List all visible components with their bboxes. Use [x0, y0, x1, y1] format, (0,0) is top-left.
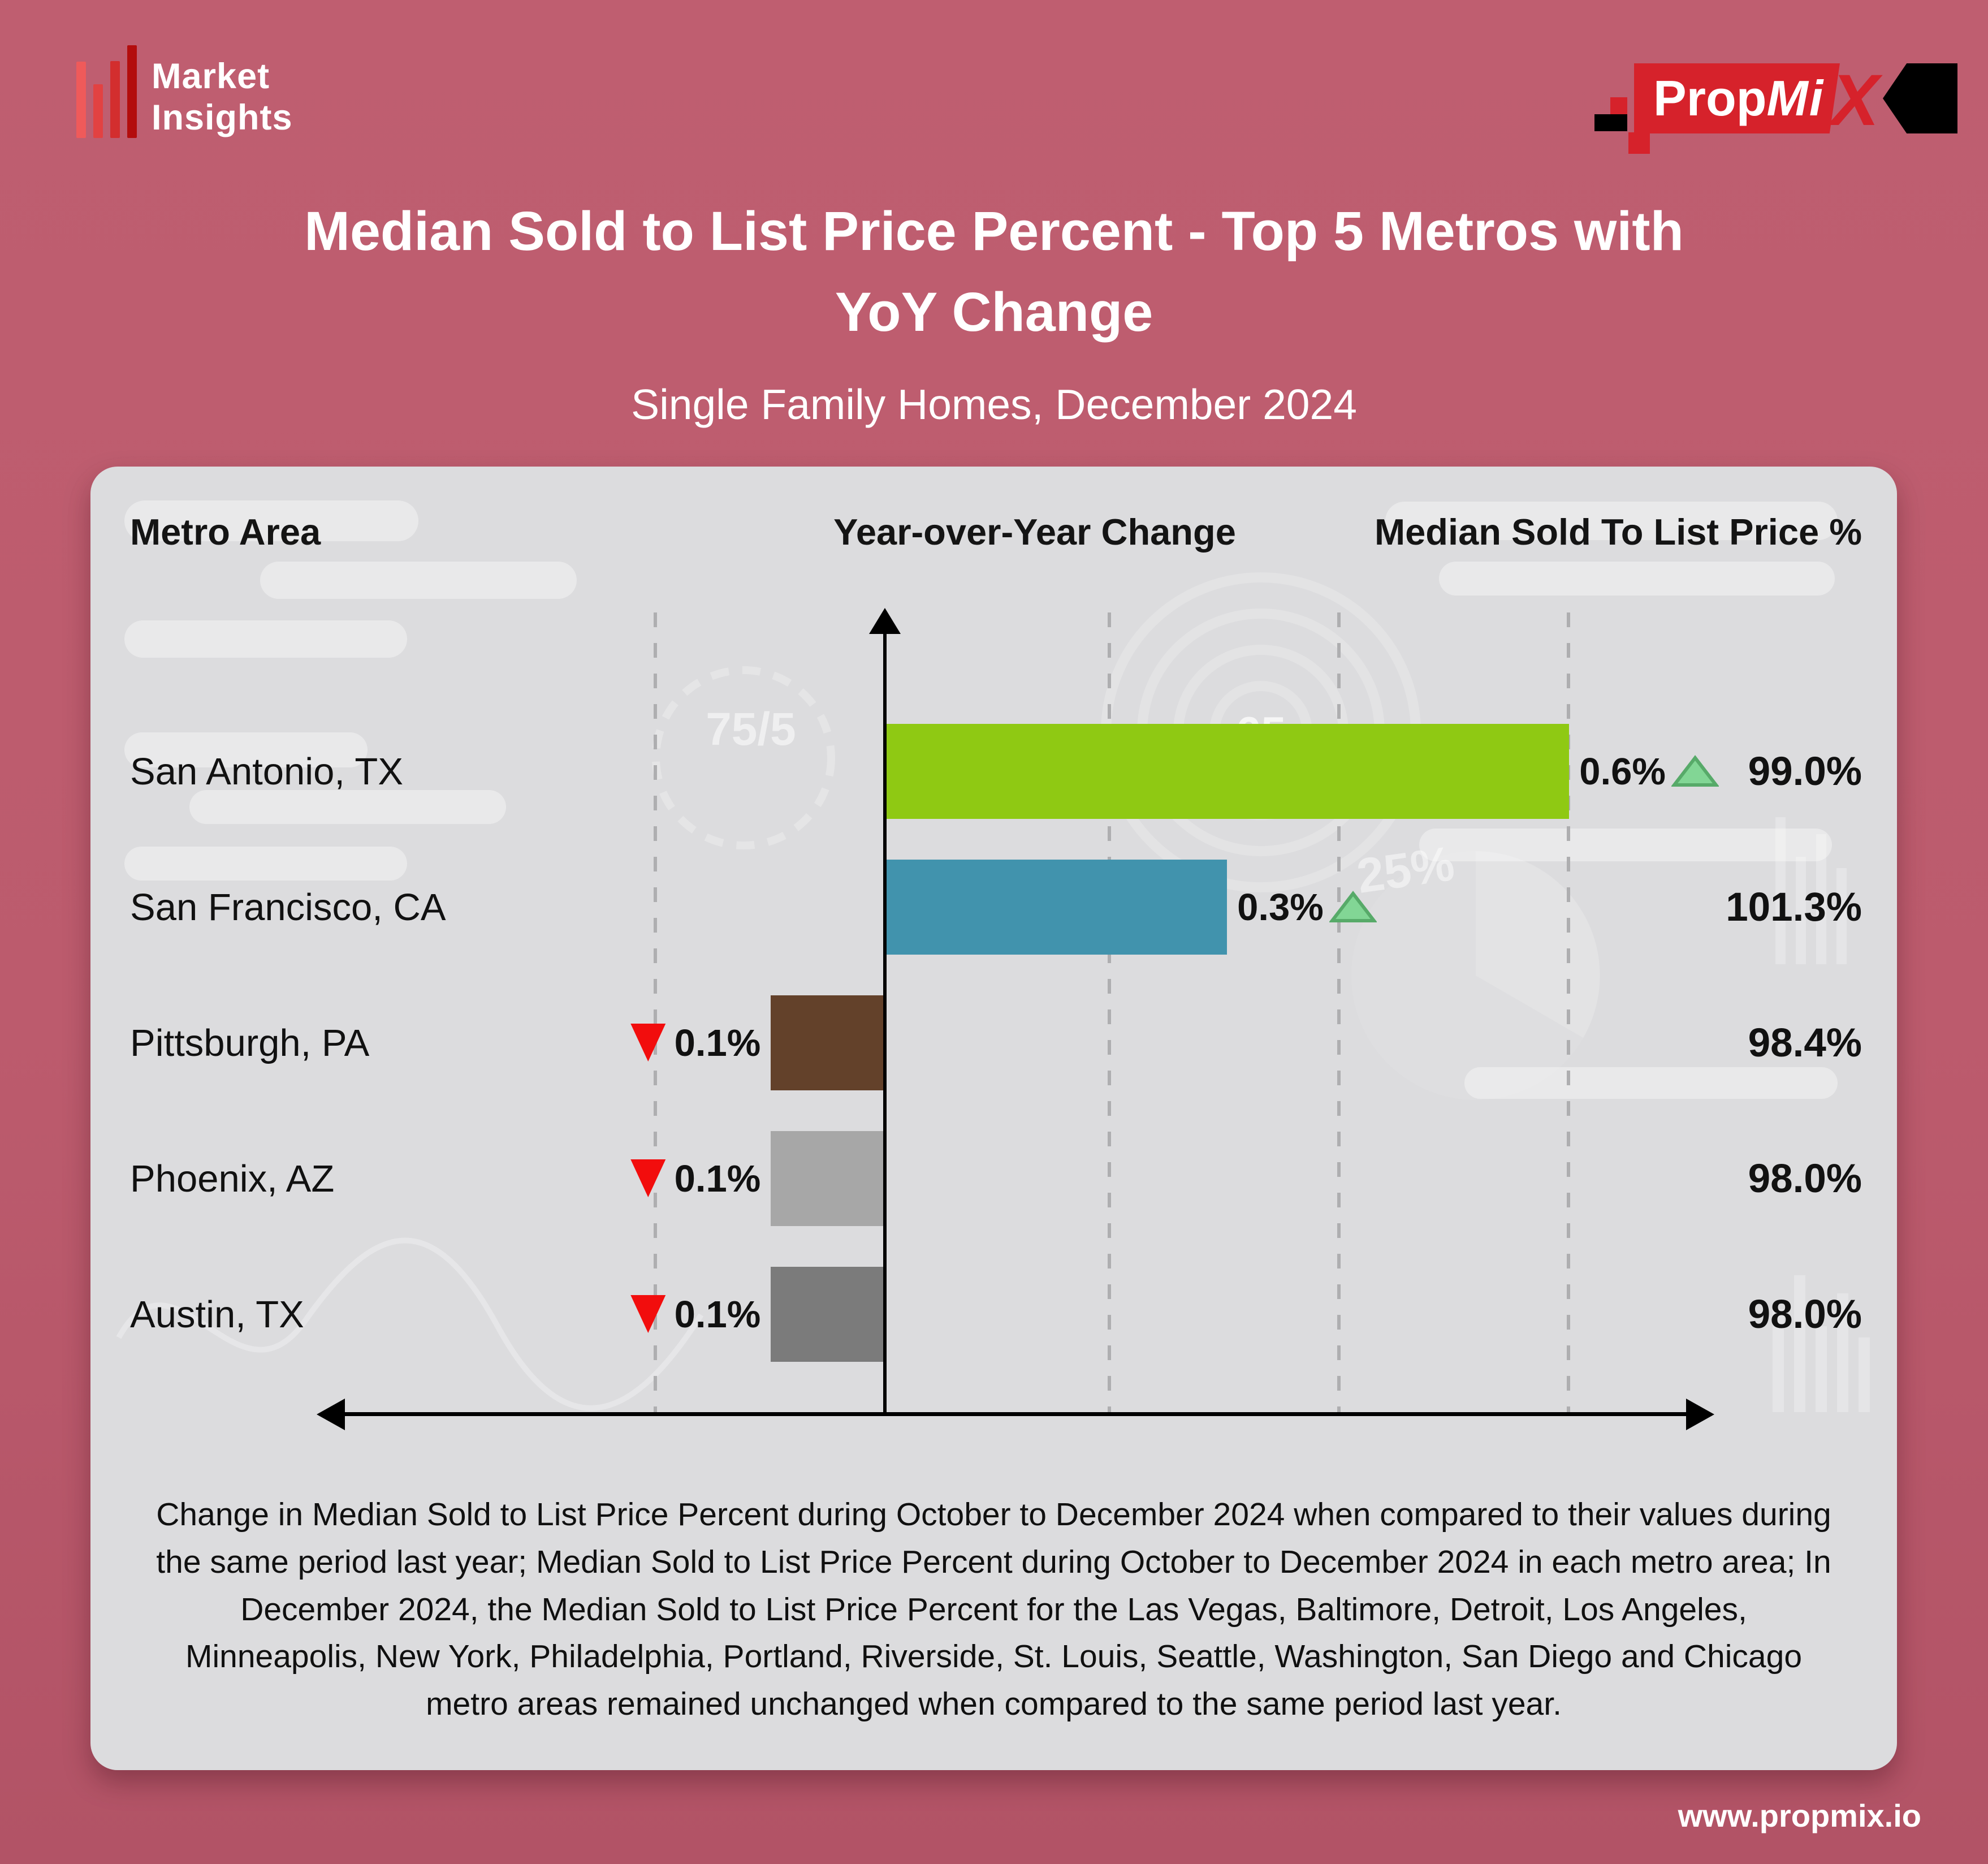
yoy-change-label: 0.6% [1579, 724, 1719, 819]
column-header-price: Median Sold To List Price % [1375, 511, 1862, 553]
yoy-bar [771, 1267, 885, 1362]
yoy-change-label: 0.1% [628, 995, 761, 1090]
yoy-down-icon [630, 1024, 666, 1062]
metro-label: Austin, TX [130, 1293, 304, 1336]
metro-label: Pittsburgh, PA [130, 1021, 370, 1064]
bar-chart-logo-icon [76, 44, 137, 138]
metro-label: San Antonio, TX [130, 750, 404, 793]
metro-label: Phoenix, AZ [130, 1157, 335, 1200]
yoy-down-icon [630, 1295, 666, 1333]
price-percent-value: 101.3% [1726, 884, 1862, 930]
propmix-logo: Prop Mi X [1589, 57, 1962, 158]
propmix-mi-text: Mi [1766, 70, 1825, 126]
price-percent-value: 99.0% [1748, 749, 1862, 794]
yoy-change-value: 0.3% [1237, 886, 1324, 929]
yoy-up-icon [1329, 891, 1377, 922]
price-percent-value: 98.0% [1748, 1156, 1862, 1201]
yoy-up-icon [1671, 755, 1719, 787]
gridline [654, 612, 657, 1412]
propmix-black-square-icon [1594, 114, 1627, 131]
gridline [1337, 612, 1341, 1412]
column-header-yoy: Year-over-Year Change [833, 511, 1236, 553]
market-insights-logo: Market Insights [76, 44, 293, 138]
yoy-bar [885, 724, 1570, 819]
propmix-red-square2-icon [1628, 132, 1650, 154]
yoy-bar [885, 860, 1228, 955]
propmix-red-square-icon [1610, 97, 1627, 114]
yoy-bar [771, 1131, 885, 1226]
page-subtitle: Single Family Homes, December 2024 [631, 381, 1357, 428]
x-axis-right-arrow-icon [1686, 1399, 1714, 1430]
x-axis-left-arrow-icon [317, 1399, 345, 1430]
price-percent-value: 98.0% [1748, 1292, 1862, 1337]
yoy-bar [771, 995, 885, 1090]
price-percent-value: 98.4% [1748, 1020, 1862, 1065]
chart-panel: 75/5 65 25% Metro Area Year-over-Year Ch… [90, 467, 1897, 1770]
page-title-line1: Median Sold to List Price Percent - Top … [304, 200, 1684, 262]
gridline [1108, 612, 1111, 1412]
yoy-change-value: 0.1% [674, 1293, 761, 1336]
svg-text:75/5: 75/5 [706, 704, 796, 755]
yoy-change-value: 0.6% [1579, 750, 1666, 793]
yoy-change-value: 0.1% [674, 1157, 761, 1200]
propmix-banner: Prop Mi [1634, 63, 1840, 133]
website-url: www.propmix.io [1678, 1798, 1921, 1833]
y-axis-line [883, 632, 887, 1414]
brand-line1: Market [152, 57, 270, 97]
column-header-metro: Metro Area [130, 511, 321, 553]
yoy-change-value: 0.1% [674, 1021, 761, 1064]
page-title-line2: YoY Change [835, 281, 1153, 343]
brand-line2: Insights [152, 97, 293, 137]
metro-label: San Francisco, CA [130, 886, 446, 929]
yoy-change-label: 0.1% [628, 1131, 761, 1226]
yoy-change-label: 0.3% [1237, 860, 1377, 955]
brand-name: Market Insights [152, 56, 293, 138]
propmix-x-letter: X [1831, 60, 1879, 141]
y-axis-arrow-icon [869, 608, 901, 634]
chart-footnote: Change in Median Sold to List Price Perc… [156, 1496, 1831, 1723]
yoy-down-icon [630, 1159, 666, 1197]
svg-text:25%: 25% [1354, 836, 1458, 904]
gridline [1567, 612, 1570, 1412]
page-title: Median Sold to List Price Percent - Top … [0, 191, 1988, 352]
yoy-change-label: 0.1% [628, 1267, 761, 1362]
propmix-prop-text: Prop [1653, 70, 1767, 126]
x-axis-line [344, 1412, 1687, 1416]
propmix-hexagon-icon [1883, 63, 1957, 133]
